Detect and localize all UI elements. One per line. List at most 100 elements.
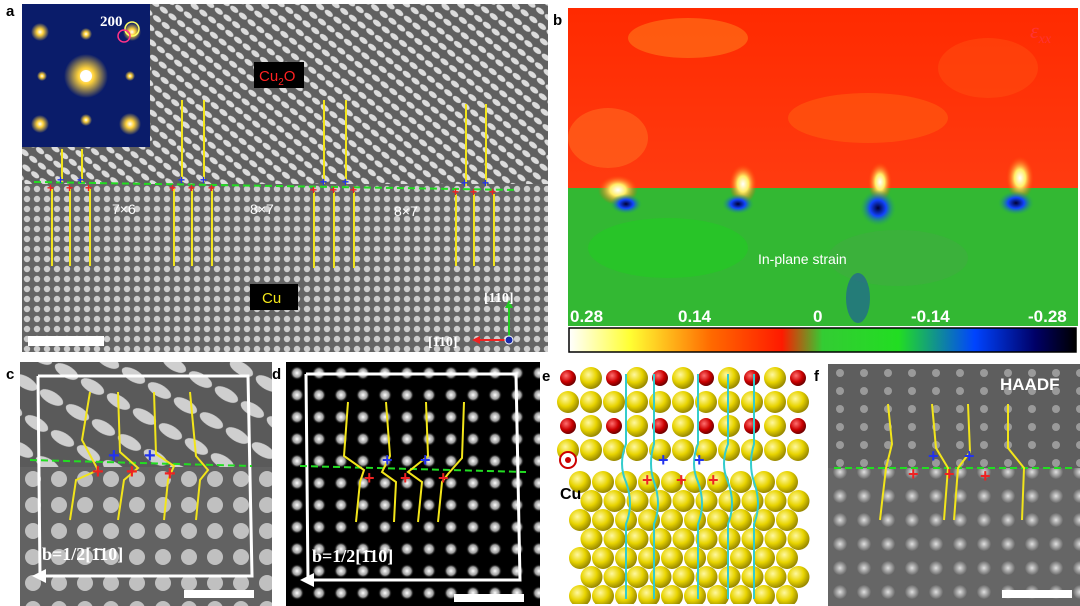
o-atom — [652, 370, 668, 386]
cu-atom — [718, 490, 741, 512]
panel-label-a: a — [6, 3, 15, 20]
cu-atom — [776, 547, 798, 569]
cu-atom — [626, 490, 649, 512]
cu-atom — [695, 490, 718, 512]
cu-atom — [707, 509, 729, 531]
burgers-circuit-c — [36, 374, 254, 578]
o-atom — [790, 418, 806, 434]
burgers-vector-c: b=1/2[1̄10] — [42, 544, 123, 564]
cu-atom — [741, 490, 764, 512]
svg-text:+: + — [400, 468, 411, 488]
burgers-circuit-d — [304, 372, 522, 582]
o-atom — [560, 418, 576, 434]
cu-atom — [672, 391, 694, 413]
colorbar-tick-2: 0.14 — [678, 307, 712, 326]
svg-text:+: + — [92, 461, 104, 483]
cu-atom — [672, 439, 694, 461]
strain-component-label: εxx — [1030, 18, 1052, 47]
cu-atom — [661, 471, 683, 493]
cu-atom — [615, 509, 637, 531]
colorbar-tick-5: -0.28 — [1028, 307, 1067, 326]
cu-atom — [753, 585, 775, 604]
cu-atom — [707, 585, 729, 604]
panel-label-e: e — [542, 368, 551, 385]
cu-atom — [672, 367, 694, 389]
burgers-vector-d: b=1/2[1̄10] — [312, 546, 393, 566]
dislocation-lines-d — [342, 401, 465, 523]
cu-atom — [592, 547, 614, 569]
svg-text:+: + — [964, 446, 975, 466]
cu-atom — [661, 585, 683, 604]
cu-atom — [787, 566, 810, 588]
fft-inset-label: 200 — [100, 14, 123, 30]
dislocation-group-4 — [455, 104, 495, 266]
cu-atom — [649, 566, 672, 588]
cu-atom — [580, 490, 603, 512]
svg-text:+: + — [364, 468, 375, 488]
svg-text:+: + — [676, 470, 687, 490]
panel-label-d: d — [272, 366, 282, 383]
svg-text:+: + — [310, 183, 317, 197]
cu-atom — [776, 471, 798, 493]
scale-bar-c — [184, 590, 254, 598]
cu-atom — [580, 439, 602, 461]
cu-atom — [695, 566, 718, 588]
axis-label-vertical: [110] — [484, 291, 514, 306]
cu-atom — [649, 528, 672, 550]
dislocation-group-2 — [173, 100, 213, 266]
cu-lattice — [22, 184, 548, 352]
o-atom — [698, 370, 714, 386]
domain-label-2: 8×7 — [250, 201, 274, 217]
cu-atom — [718, 439, 740, 461]
cu-atom — [626, 367, 648, 389]
strain-caption: In-plane strain — [758, 251, 847, 267]
cu-atom — [695, 528, 718, 550]
svg-text:+: + — [438, 468, 449, 488]
cu-atom — [580, 566, 603, 588]
cu-atom — [764, 528, 787, 550]
cu-atom — [776, 509, 798, 531]
cu-atom — [603, 391, 625, 413]
cu-atom — [730, 547, 752, 569]
svg-text:+: + — [489, 185, 496, 199]
panel-label-f: f — [814, 368, 819, 385]
cu-atom — [764, 415, 786, 437]
cu-atom — [626, 566, 649, 588]
svg-text:+: + — [382, 450, 393, 470]
svg-text:+: + — [169, 181, 176, 195]
o-atom — [744, 370, 760, 386]
core-markers-f: + + + + + — [908, 446, 991, 486]
panel-b-strain-map: εxx In-plane strain 0.28 0.14 0 -0.14 -0… — [568, 8, 1078, 354]
imaging-mode-label: HAADF — [1000, 375, 1060, 394]
cu-atom — [707, 471, 729, 493]
cu-atom — [592, 509, 614, 531]
phase-label-cu2o: Cu2O — [259, 68, 295, 88]
cu-atom — [603, 528, 626, 550]
svg-text:+: + — [178, 173, 185, 187]
cu-atom — [764, 439, 786, 461]
cu-atom — [753, 547, 775, 569]
svg-text:+: + — [908, 464, 919, 484]
cu-atom — [741, 391, 763, 413]
cu-atom — [718, 528, 741, 550]
core-markers-d: + + + + + — [364, 450, 449, 488]
panel-c-filtered-image: + + + + + b=1/2[1̄10] — [20, 362, 272, 606]
svg-text:+: + — [57, 173, 64, 187]
cu-atom — [569, 547, 591, 569]
panel-e-atomic-model: + + + + + Cu — [556, 364, 810, 604]
cu-atom — [684, 585, 706, 604]
cu-atom — [672, 528, 695, 550]
cu-atom — [661, 509, 683, 531]
cu-atom — [764, 566, 787, 588]
svg-text:+: + — [980, 466, 991, 486]
scale-bar-f — [1002, 590, 1072, 598]
cu-atom — [626, 439, 648, 461]
cu-atom — [730, 471, 752, 493]
svg-text:+: + — [470, 185, 477, 199]
cu-atom — [695, 391, 717, 413]
svg-text:+: + — [461, 176, 468, 190]
cu-atom — [603, 439, 625, 461]
cu-atom — [672, 415, 694, 437]
panel-d-simulated-image: + + + + + b=1/2[1̄10] — [286, 362, 540, 606]
cu-atom — [753, 471, 775, 493]
